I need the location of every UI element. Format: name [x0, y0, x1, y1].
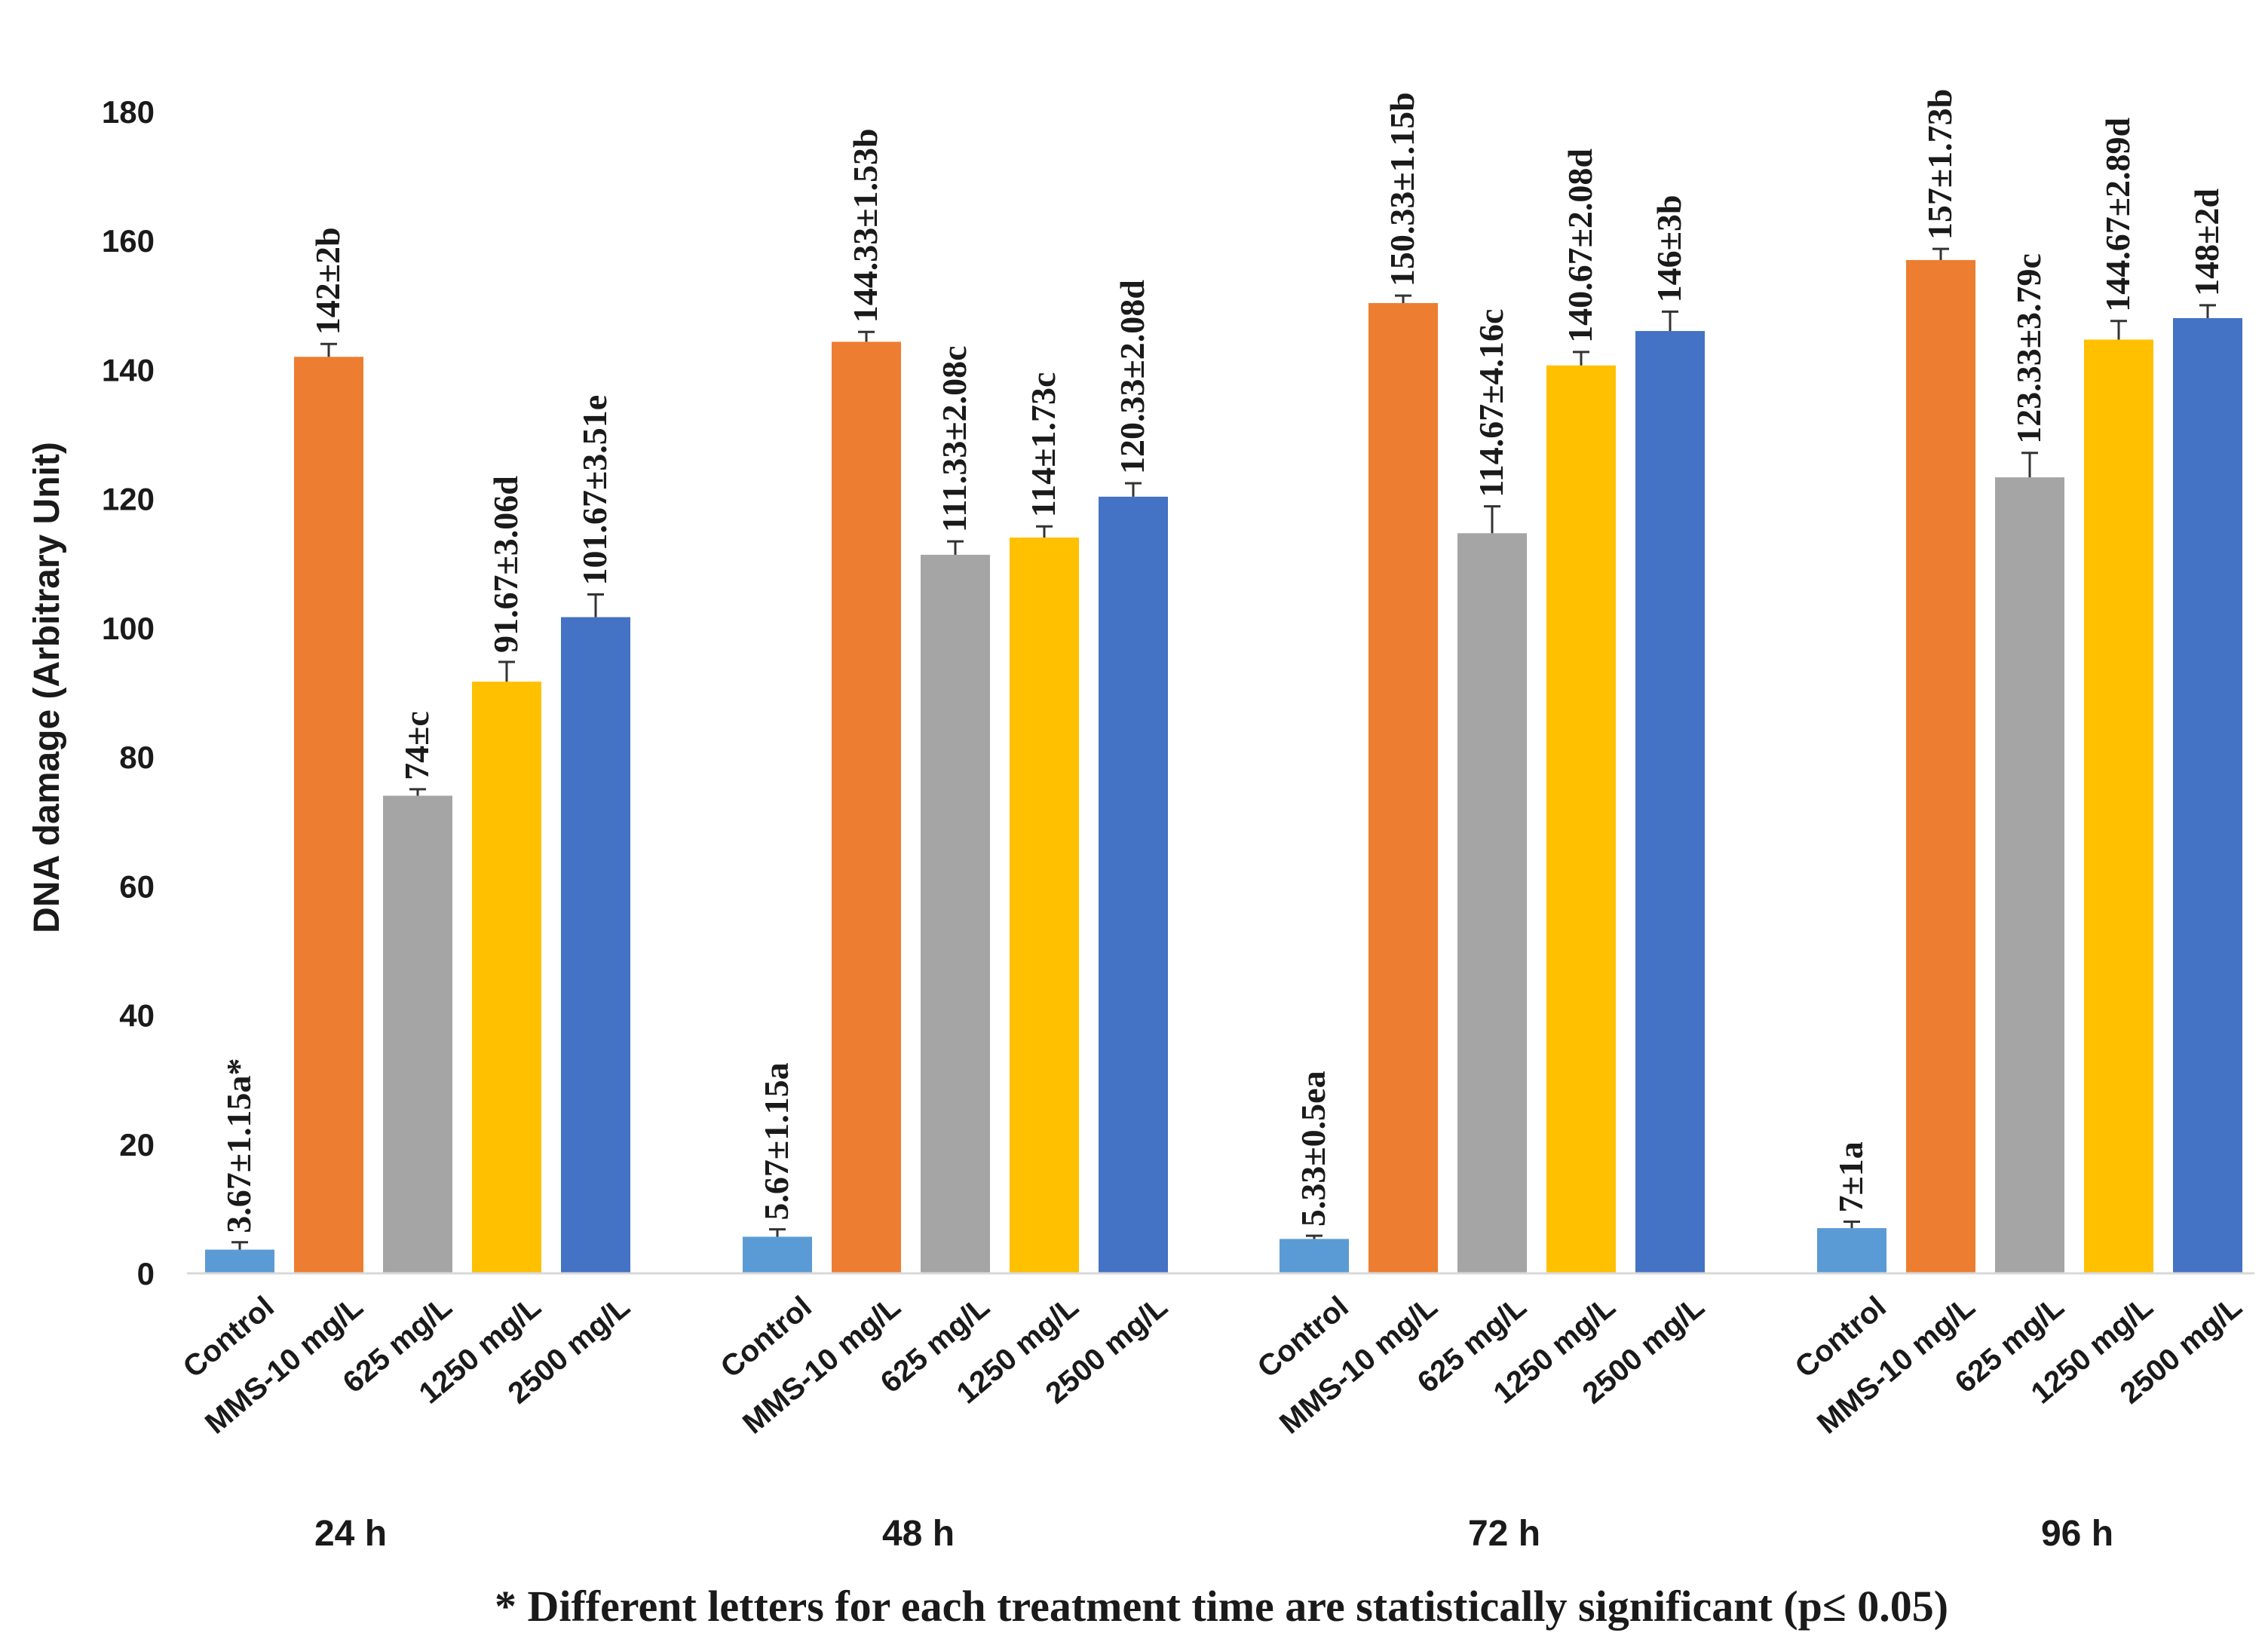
- bar: [1099, 496, 1168, 1273]
- bar: [561, 617, 630, 1273]
- data-label: 74±c: [397, 711, 436, 780]
- bar: [205, 1249, 274, 1273]
- bar: [1906, 259, 1975, 1274]
- data-label: 114.67±4.16c: [1472, 309, 1510, 498]
- bar: [1817, 1228, 1886, 1273]
- data-label: 3.67±1.15a*: [219, 1058, 258, 1233]
- bar: [1546, 365, 1616, 1273]
- bar: [743, 1236, 812, 1273]
- bar: [1280, 1239, 1349, 1273]
- category-label: MMS-10 mg/L: [737, 1290, 907, 1440]
- data-label: 144.33±1.53b: [846, 128, 884, 323]
- data-label: 157±1.73b: [1920, 89, 1959, 240]
- y-tick-label: 60: [119, 868, 155, 904]
- bar: [2084, 339, 2153, 1273]
- data-label: 146±3b: [1650, 195, 1688, 303]
- y-tick-label: 140: [102, 352, 155, 388]
- data-label: 7±1a: [1831, 1141, 1870, 1212]
- bar: [921, 554, 990, 1273]
- data-label: 142±2b: [308, 227, 347, 335]
- bar: [1368, 303, 1438, 1273]
- bar: [383, 795, 452, 1273]
- bar: [1635, 331, 1705, 1274]
- y-axis-label: DNA damage (Arbitrary Unit): [27, 442, 67, 933]
- bar: [1010, 538, 1079, 1273]
- bar: [472, 682, 541, 1273]
- category-label: MMS-10 mg/L: [1811, 1290, 1981, 1440]
- data-label: 144.67±2.89d: [2098, 117, 2137, 311]
- y-tick-label: 120: [102, 482, 155, 517]
- category-label: MMS-10 mg/L: [1273, 1290, 1444, 1440]
- bar: [1995, 477, 2064, 1273]
- y-tick-label: 0: [137, 1256, 155, 1291]
- bar: [294, 357, 363, 1273]
- data-label: 5.33±0.5ea: [1294, 1071, 1332, 1227]
- group-label: 96 h: [2041, 1514, 2113, 1554]
- y-tick-label: 100: [102, 611, 155, 646]
- category-label: MMS-10 mg/L: [199, 1290, 369, 1440]
- y-tick-label: 40: [119, 998, 155, 1034]
- data-label: 148±2d: [2187, 188, 2226, 296]
- group-label: 72 h: [1468, 1514, 1540, 1554]
- bar: [2173, 317, 2242, 1273]
- bar: [1457, 533, 1527, 1273]
- data-label: 114±1.73c: [1024, 372, 1062, 518]
- data-label: 5.67±1.15a: [757, 1062, 795, 1220]
- y-tick-label: 20: [119, 1127, 155, 1163]
- y-tick-label: 180: [102, 94, 155, 130]
- y-tick-label: 80: [119, 740, 155, 775]
- y-axis: 0 20 40 60 80 100 120 140 160 180: [102, 94, 155, 1291]
- footnote: * Different letters for each treatment t…: [495, 1582, 1948, 1631]
- group-label: 24 h: [314, 1514, 387, 1554]
- data-label: 140.67±2.08d: [1561, 149, 1599, 343]
- group-label: 48 h: [882, 1514, 955, 1554]
- data-label: 111.33±2.08c: [935, 345, 973, 532]
- data-label: 123.33±3.79c: [2009, 253, 2048, 444]
- data-label: 120.33±2.08d: [1113, 280, 1151, 474]
- y-tick-label: 160: [102, 223, 155, 259]
- data-label: 91.67±3.06d: [486, 476, 525, 653]
- data-label: 150.33±1.15b: [1383, 92, 1421, 286]
- data-label: 101.67±3.51e: [575, 395, 614, 586]
- bar: [832, 342, 901, 1273]
